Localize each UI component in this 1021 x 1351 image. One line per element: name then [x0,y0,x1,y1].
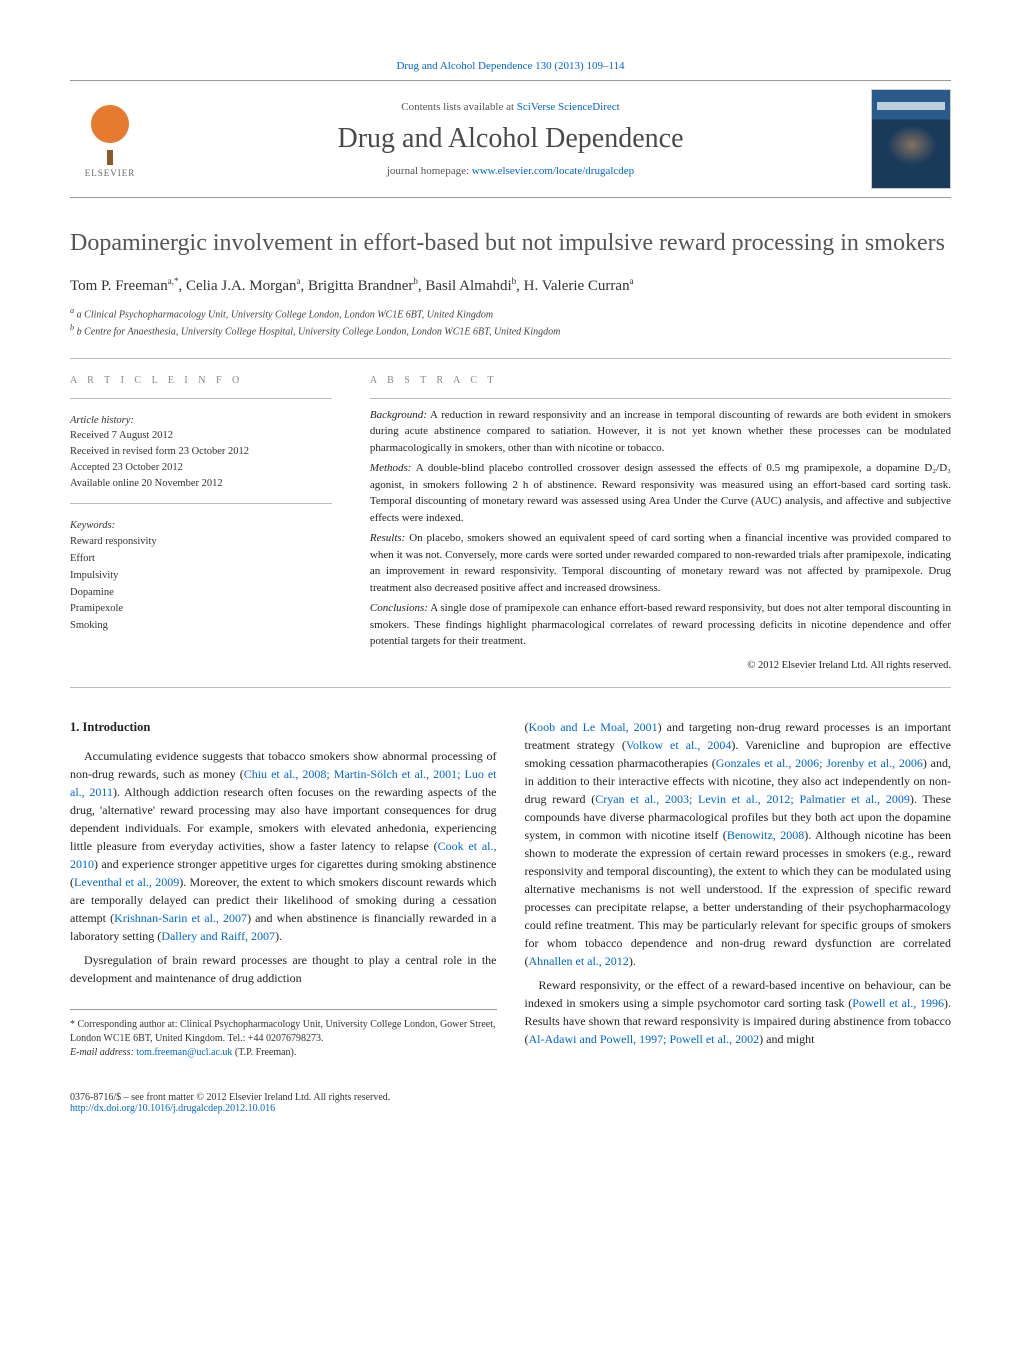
doi-link[interactable]: http://dx.doi.org/10.1016/j.drugalcdep.2… [70,1103,275,1114]
citation-link[interactable]: Powell et al., 1996 [852,996,944,1010]
body-paragraph: Dysregulation of brain reward processes … [70,951,497,987]
authors-line: Tom P. Freemana,*, Celia J.A. Morgan a , B… [70,276,951,295]
affiliations: a a Clinical Psychopharmacology Unit, Un… [70,305,951,340]
keyword-item: Reward responsivity [70,534,332,551]
sciencedirect-link[interactable]: SciVerse ScienceDirect [517,101,620,113]
methods-label: Methods: [370,462,412,474]
email-label: E-mail address: [70,1047,136,1058]
online-date: Available online 20 November 2012 [70,476,332,492]
author-3: , Brigitta Brandner [301,278,414,294]
accepted-date: Accepted 23 October 2012 [70,460,332,476]
abstract-column: A B S T R A C T Background: A reduction … [352,359,951,688]
keyword-item: Dopamine [70,585,332,602]
citation-link[interactable]: Ahnallen et al., 2012 [529,954,629,968]
citation-line: Drug and Alcohol Dependence 130 (2013) 1… [70,60,951,72]
homepage-link[interactable]: www.elsevier.com/locate/drugalcdep [472,165,634,177]
received-date: Received 7 August 2012 [70,428,332,444]
intro-heading: 1. Introduction [70,718,497,737]
email-link[interactable]: tom.freeman@ucl.ac.uk [136,1047,232,1058]
keyword-item: Smoking [70,618,332,635]
history-label: Article history: [70,413,332,429]
body-paragraph: Reward responsivity, or the effect of a … [525,976,952,1048]
background-text: A reduction in reward responsivity and a… [370,409,951,454]
homepage-prefix: journal homepage: [387,165,472,177]
corresponding-author-footnote: * Corresponding author at: Clinical Psyc… [70,1009,497,1060]
publisher-label: ELSEVIER [85,168,136,178]
body-text: 1. Introduction Accumulating evidence su… [70,718,951,1060]
affiliation-a: a a Clinical Psychopharmacology Unit, Un… [70,305,951,322]
journal-header: ELSEVIER Contents lists available at Sci… [70,80,951,198]
conclusions-text: A single dose of pramipexole can enhance… [370,602,951,647]
author-5: , H. Valerie Curran [516,278,629,294]
results-text: On placebo, smokers showed an equivalent… [370,532,951,594]
body-paragraph: (Koob and Le Moal, 2001) and targeting n… [525,718,952,970]
article-info-heading: A R T I C L E I N F O [70,373,332,388]
corr-author-text: * Corresponding author at: Clinical Psyc… [70,1018,497,1046]
body-paragraph: Accumulating evidence suggests that toba… [70,747,497,945]
journal-cover-thumbnail [871,89,951,189]
citation-link[interactable]: Krishnan-Sarin et al., 2007 [114,911,247,925]
journal-name: Drug and Alcohol Dependence [150,123,871,155]
keywords-label: Keywords: [70,518,332,534]
citation-link[interactable]: Cryan et al., 2003; Levin et al., 2012; … [595,792,910,806]
revised-date: Received in revised form 23 October 2012 [70,444,332,460]
keyword-item: Impulsivity [70,568,332,585]
citation-link[interactable]: Drug and Alcohol Dependence 130 (2013) 1… [396,60,624,72]
author-1-affil: a,* [168,276,179,286]
background-label: Background: [370,409,427,421]
citation-link[interactable]: Volkow et al., 2004 [626,738,732,752]
publisher-logo: ELSEVIER [70,94,150,184]
citation-link[interactable]: Al-Adawi and Powell, 1997; Powell et al.… [529,1032,760,1046]
affiliation-b: b b Centre for Anaesthesia, University C… [70,322,951,339]
author-2: , Celia J.A. Morgan [178,278,296,294]
copyright-line: © 2012 Elsevier Ireland Ltd. All rights … [370,658,951,674]
homepage-line: journal homepage: www.elsevier.com/locat… [150,165,871,177]
page-footer: 0376-8716/$ – see front matter © 2012 El… [70,1084,951,1114]
citation-link[interactable]: Koob and Le Moal, 2001 [529,720,658,734]
citation-link[interactable]: Dallery and Raiff, 2007 [161,929,275,943]
results-label: Results: [370,532,405,544]
conclusions-label: Conclusions: [370,602,428,614]
article-title: Dopaminergic involvement in effort-based… [70,228,951,258]
citation-link[interactable]: Benowitz, 2008 [727,828,804,842]
citation-link[interactable]: Gonzales et al., 2006; Jorenby et al., 2… [716,756,923,770]
keyword-item: Effort [70,551,332,568]
contents-prefix: Contents lists available at [401,101,516,113]
elsevier-tree-icon [80,100,140,160]
citation-link[interactable]: Leventhal et al., 2009 [74,875,179,889]
author-1: Tom P. Freeman [70,278,168,294]
author-4: , Basil Almahdi [418,278,512,294]
article-info-column: A R T I C L E I N F O Article history: R… [70,359,352,688]
abstract-heading: A B S T R A C T [370,373,951,388]
keyword-item: Pramipexole [70,601,332,618]
author-5-affil: a [630,276,634,286]
contents-line: Contents lists available at SciVerse Sci… [150,101,871,113]
email-suffix: (T.P. Freeman). [232,1047,296,1058]
methods-text: A double-blind placebo controlled crosso… [370,462,951,524]
issn-line: 0376-8716/$ – see front matter © 2012 El… [70,1092,951,1103]
